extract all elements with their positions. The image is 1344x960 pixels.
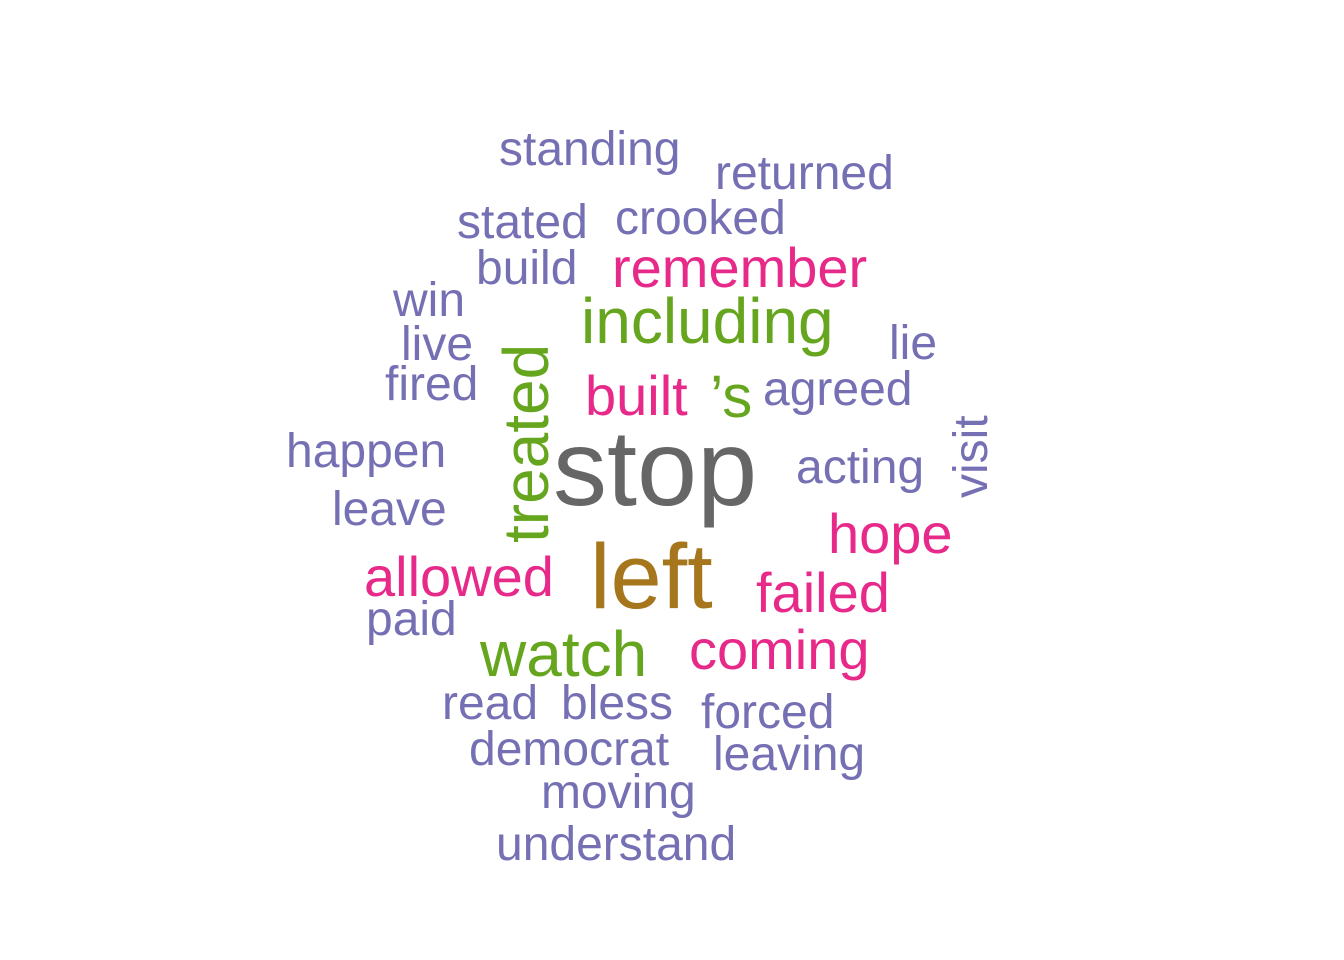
word-paid: paid <box>366 593 457 646</box>
word-understand: understand <box>496 818 736 871</box>
word-acting: acting <box>796 441 924 494</box>
word-stated: stated <box>457 196 588 249</box>
word-stop: stop <box>553 407 757 528</box>
word-democrat: democrat <box>469 723 669 776</box>
word-fired: fired <box>385 358 478 411</box>
word-returned: returned <box>715 147 894 200</box>
word-agreed: agreed <box>763 363 912 416</box>
word-remember: remember <box>612 236 867 299</box>
word-bless: bless <box>561 677 673 730</box>
word-moving: moving <box>541 766 696 819</box>
word-visit: visit <box>945 415 998 498</box>
word-live: live <box>401 318 473 371</box>
word-happen: happen <box>286 425 446 478</box>
word-leave: leave <box>332 483 447 536</box>
word-win: win <box>392 274 465 327</box>
word-treated: treated <box>490 344 562 543</box>
word-standing: standing <box>499 123 680 176</box>
word-s: ’s <box>710 363 752 430</box>
word-hope: hope <box>828 502 953 565</box>
word-allowed: allowed <box>364 545 554 608</box>
word-leaving: leaving <box>713 728 865 781</box>
word-crooked: crooked <box>615 192 786 245</box>
word-failed: failed <box>756 561 890 624</box>
word-including: including <box>581 285 834 357</box>
word-read: read <box>442 677 538 730</box>
word-left: left <box>590 526 713 628</box>
word-build: build <box>476 242 577 295</box>
word-coming: coming <box>689 618 870 681</box>
word-watch: watch <box>479 618 647 690</box>
word-lie: lie <box>889 317 937 370</box>
word-built: built <box>585 364 688 427</box>
word-forced: forced <box>701 686 834 739</box>
